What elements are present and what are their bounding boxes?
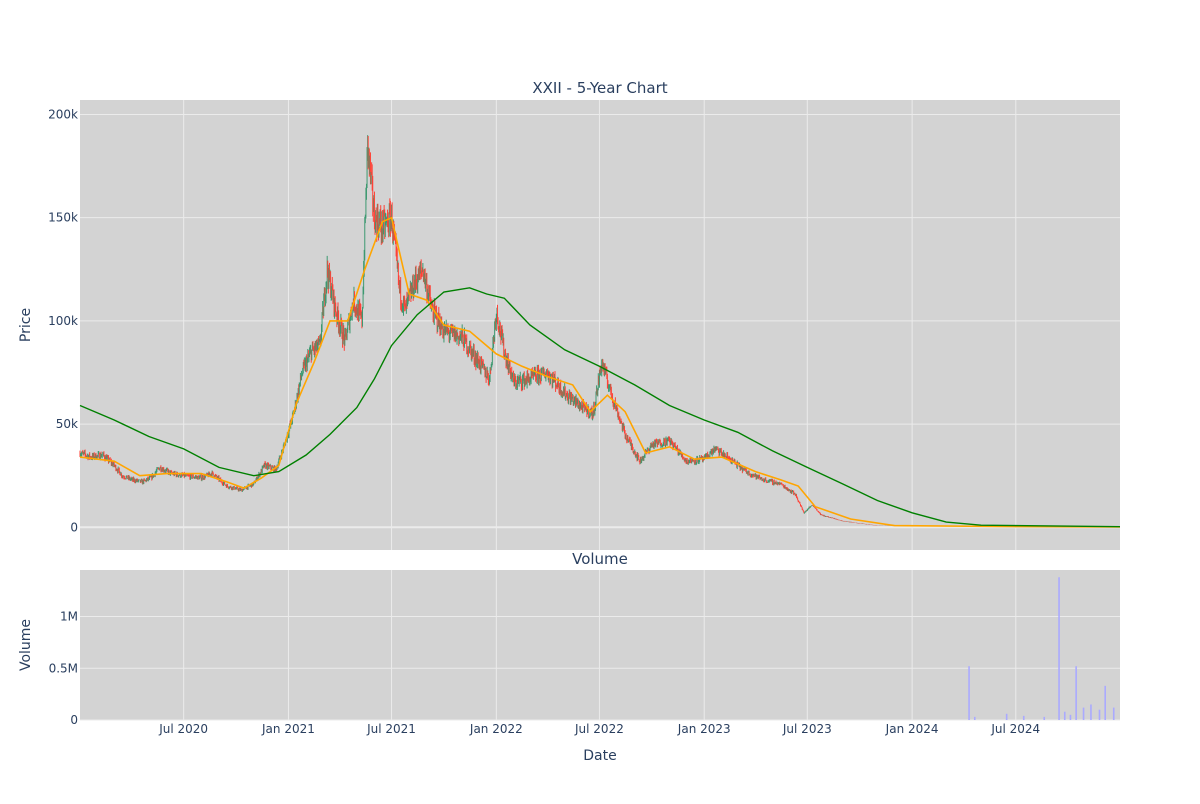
volume-bar: [968, 666, 970, 720]
chart-title: XXII - 5-Year Chart: [532, 79, 667, 97]
volume-bar: [1098, 709, 1101, 720]
x-tick-label: Jan 2024: [885, 722, 939, 736]
volume-bar: [1005, 713, 1008, 720]
volume-grid: [80, 570, 1120, 721]
price-y-axis-title: Price: [18, 308, 34, 342]
x-axis-title: Date: [583, 748, 616, 764]
volume-y-ticks: 0 0.5M 1M: [49, 610, 78, 727]
x-tick-label: Jul 2022: [574, 722, 624, 736]
volume-y-axis-title: Volume: [18, 619, 34, 671]
price-y-tick-label: 200k: [48, 107, 78, 121]
volume-bar: [1104, 685, 1106, 720]
price-plot-area: [80, 100, 1120, 550]
volume-bar: [1075, 666, 1077, 720]
volume-bar: [1090, 704, 1092, 720]
price-y-ticks: 0 50k 100k 150k 200k: [48, 107, 78, 534]
volume-panel-title: Volume: [572, 550, 628, 568]
x-tick-label: Jan 2023: [677, 722, 731, 736]
volume-bars: [968, 577, 1115, 720]
x-tick-label: Jan 2021: [261, 722, 315, 736]
x-tick-label: Jan 2022: [469, 722, 523, 736]
volume-y-tick-label: 0.5M: [49, 661, 78, 675]
price-y-tick-label: 0: [70, 520, 78, 534]
volume-bar: [1069, 714, 1072, 720]
volume-bar: [973, 716, 976, 720]
price-y-tick-label: 150k: [48, 211, 78, 225]
x-tick-label: Jul 2024: [990, 722, 1040, 736]
x-tick-label: Jul 2023: [782, 722, 832, 736]
x-tick-label: Jul 2021: [366, 722, 416, 736]
ma-short-line: [79, 216, 1121, 528]
volume-y-tick-label: 1M: [60, 610, 78, 624]
x-axis-ticks: Jul 2020 Jan 2021 Jul 2021 Jan 2022 Jul 2022…: [158, 722, 1040, 736]
volume-bar: [1082, 707, 1085, 720]
candlestick-series: [79, 135, 1121, 527]
price-y-tick-label: 50k: [56, 417, 78, 431]
volume-bar: [1043, 716, 1046, 720]
volume-bar: [1063, 711, 1066, 720]
price-grid: [80, 100, 1120, 550]
volume-bar: [1112, 707, 1115, 720]
price-y-tick-label: 100k: [48, 314, 78, 328]
ma-long-line: [79, 287, 1121, 528]
volume-bar: [1022, 715, 1025, 720]
x-tick-label: Jul 2020: [158, 722, 208, 736]
volume-plot-area: [80, 570, 1120, 720]
volume-bar: [1058, 577, 1060, 720]
volume-y-tick-label: 0: [70, 713, 78, 727]
